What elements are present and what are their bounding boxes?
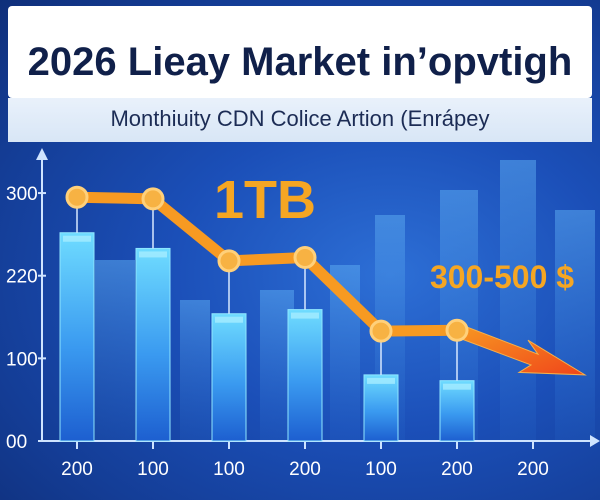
y-tick-label: 300	[6, 184, 38, 205]
bar-highlight	[443, 383, 471, 390]
line-point	[445, 318, 469, 342]
x-tick-label: 100	[365, 459, 397, 480]
bar	[135, 247, 171, 442]
trend-line	[65, 185, 587, 381]
skyline-building	[180, 300, 210, 441]
x-tick-label: 200	[441, 459, 473, 480]
chart-title: 2026 Lieay Market in’opvtigh	[27, 40, 573, 84]
annotation-1tb: 1TB	[214, 170, 316, 230]
x-tick-label: 100	[213, 459, 245, 480]
bar-highlight	[63, 235, 91, 242]
skyline-building	[95, 260, 135, 441]
subtitle-banner	[8, 98, 592, 142]
trend-arrow	[456, 322, 587, 376]
line-point	[217, 249, 241, 273]
labels: 1TB 300-500 $	[214, 170, 574, 295]
y-tick-label: 100	[6, 349, 38, 370]
y-axis-arrowhead	[36, 148, 48, 160]
y-tick-label: 220	[6, 267, 38, 288]
line-point	[65, 185, 89, 209]
trend-line-path	[71, 191, 463, 337]
bar	[439, 380, 475, 442]
line-point	[141, 187, 165, 211]
x-tick-label: 200	[289, 459, 321, 480]
bar-highlight	[367, 377, 395, 384]
x-tick-label: 100	[137, 459, 169, 480]
skyline-building	[500, 160, 536, 441]
bar	[363, 374, 399, 442]
bars	[59, 232, 475, 442]
x-axis-arrowhead	[590, 435, 600, 447]
line-point	[293, 246, 317, 270]
bar-highlight	[215, 316, 243, 323]
line-point	[369, 319, 393, 343]
bar	[211, 313, 247, 442]
bar	[287, 309, 323, 442]
x-tick-label: 200	[61, 459, 93, 480]
x-tick-label: 200	[517, 459, 549, 480]
title-banner	[8, 6, 592, 98]
y-tick-label: 00	[6, 432, 27, 453]
chart-subtitle: Monthiuity CDN Colice Artion (Enrápey	[110, 106, 490, 131]
bar	[59, 232, 95, 442]
annotation-price-range: 300-500 $	[430, 259, 574, 295]
skyline-building	[555, 210, 595, 441]
bar-highlight	[291, 312, 319, 319]
bar-highlight	[139, 251, 167, 258]
